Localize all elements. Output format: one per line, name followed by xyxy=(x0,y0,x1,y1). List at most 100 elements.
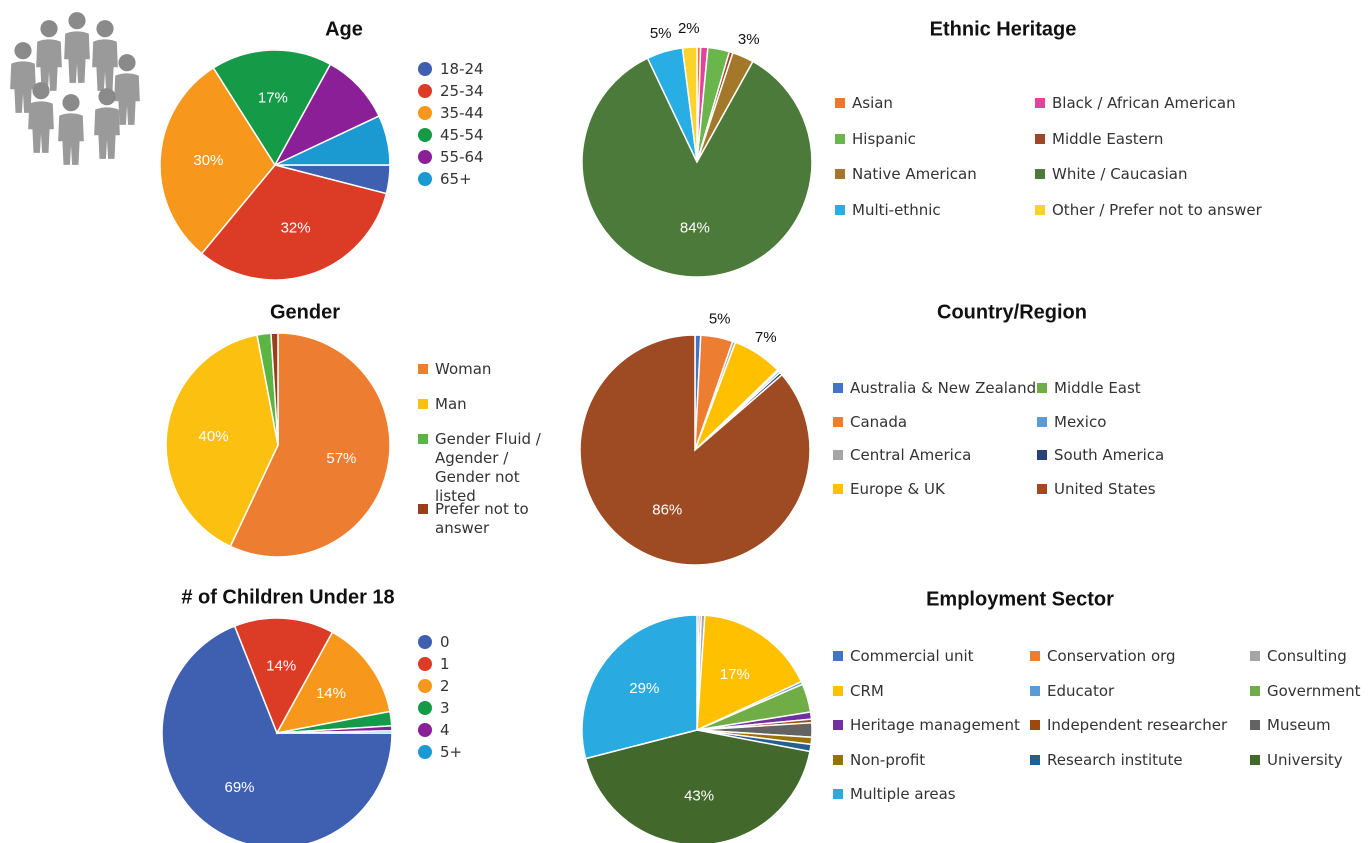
legend-label: Central America xyxy=(850,446,972,464)
legend-item: South America xyxy=(1037,446,1164,465)
legend-swatch xyxy=(418,657,432,671)
legend-label: Research institute xyxy=(1047,750,1183,769)
legend-item: Prefer not to answer xyxy=(418,500,563,538)
legend-item: 5+ xyxy=(418,743,462,762)
legend-item: CRM xyxy=(833,682,884,701)
legend-item: Multiple areas xyxy=(833,785,956,804)
legend-swatch xyxy=(833,450,843,460)
legend-swatch xyxy=(418,364,428,374)
legend-label: Educator xyxy=(1047,681,1115,700)
legend-label: 3 xyxy=(440,699,450,717)
legend-swatch xyxy=(833,720,843,730)
chart-title: Country/Region xyxy=(937,301,1087,323)
legend-item: 2 xyxy=(418,677,450,696)
legend-swatch xyxy=(835,98,845,108)
legend-item: Middle East xyxy=(1037,379,1141,398)
legend-label: Multiple areas xyxy=(850,785,956,803)
legend-label: 1 xyxy=(440,655,450,673)
data-label: 32% xyxy=(281,219,311,236)
legend-label: University xyxy=(1267,750,1343,769)
legend-label: 5+ xyxy=(440,743,463,761)
legend-item: Educator xyxy=(1030,682,1114,701)
legend-label: Middle Eastern xyxy=(1052,129,1164,148)
pie xyxy=(581,46,813,278)
chart-title: # of Children Under 18 xyxy=(181,586,394,608)
legend-item: Mexico xyxy=(1037,413,1106,432)
legend-swatch xyxy=(835,133,845,144)
legend-label: Australia & New Zealand xyxy=(850,379,1037,397)
legend-item: 35-44 xyxy=(418,104,484,123)
legend-item: Gender Fluid / Agender / Gender not list… xyxy=(418,430,563,506)
pie-slice xyxy=(273,63,381,167)
data-label: 7% xyxy=(755,329,777,346)
legend-item: Commercial unit xyxy=(833,647,974,666)
legend-swatch xyxy=(1250,685,1260,696)
legend-label: Middle East xyxy=(1054,379,1141,397)
pie-slice xyxy=(165,334,279,548)
legend-item: Man xyxy=(418,395,467,414)
data-label: 3% xyxy=(738,31,760,48)
legend-item: Government xyxy=(1250,682,1361,701)
legend-item: Museum xyxy=(1250,716,1331,735)
legend-item: Europe & UK xyxy=(833,480,945,499)
legend-label: White / Caucasian xyxy=(1052,165,1188,183)
legend-swatch xyxy=(418,62,432,76)
legend-label: Mexico xyxy=(1054,412,1107,431)
legend-item: 65+ xyxy=(418,170,472,189)
legend-swatch xyxy=(1035,98,1045,108)
legend-swatch xyxy=(1035,133,1045,144)
legend-item: 0 xyxy=(418,633,450,652)
legend-item: Black / African American xyxy=(1035,94,1236,113)
data-label: 17% xyxy=(258,89,288,106)
legend-item: 55-64 xyxy=(418,148,484,167)
legend-item: University xyxy=(1250,751,1343,770)
data-label: 57% xyxy=(326,450,356,467)
legend-swatch xyxy=(833,685,843,696)
legend-label: Multi-ethnic xyxy=(852,200,941,219)
legend-swatch xyxy=(1035,204,1045,215)
legend-label: Canada xyxy=(850,412,908,431)
legend-swatch xyxy=(418,84,432,98)
data-label: 30% xyxy=(193,152,223,169)
legend-label: Black / African American xyxy=(1052,94,1236,112)
people-icon xyxy=(10,12,140,165)
legend-item: Non-profit xyxy=(833,751,925,770)
pie-slice xyxy=(233,617,334,735)
legend-label: Conservation org xyxy=(1047,647,1176,665)
legend-item: White / Caucasian xyxy=(1035,165,1188,184)
chart-title: Gender xyxy=(270,301,340,323)
legend-item: Independent researcher xyxy=(1030,716,1227,735)
legend-item: 4 xyxy=(418,721,450,740)
legend-item: Research institute xyxy=(1030,751,1183,770)
data-label: 40% xyxy=(199,428,229,445)
legend-swatch xyxy=(1030,685,1040,696)
legend-swatch xyxy=(1035,169,1045,179)
data-label: 2% xyxy=(678,20,700,37)
pie-slice xyxy=(229,332,391,558)
legend-label: Prefer not to answer xyxy=(435,500,529,537)
legend-swatch xyxy=(1037,383,1047,393)
legend-item: 3 xyxy=(418,699,450,718)
legend-item: Canada xyxy=(833,413,907,432)
legend-label: Independent researcher xyxy=(1047,716,1228,734)
legend-swatch xyxy=(418,128,432,142)
legend-label: 55-64 xyxy=(440,148,484,166)
legend-swatch xyxy=(833,383,843,393)
legend-swatch xyxy=(418,150,432,164)
data-label: 84% xyxy=(680,220,710,237)
legend-label: Non-profit xyxy=(850,750,926,769)
legend-swatch xyxy=(833,416,843,427)
legend-swatch xyxy=(835,204,845,215)
chart-title: Ethnic Heritage xyxy=(930,18,1077,40)
legend-item: Hispanic xyxy=(835,130,916,149)
legend-swatch xyxy=(833,754,843,765)
legend-item: United States xyxy=(1037,480,1156,499)
pie-slice xyxy=(581,614,698,760)
legend-swatch xyxy=(833,789,843,799)
legend-item: 45-54 xyxy=(418,126,484,145)
pie-slice xyxy=(696,614,803,732)
legend-label: Heritage management xyxy=(850,716,1020,734)
legend-swatch xyxy=(1037,450,1047,460)
legend-label: 65+ xyxy=(440,170,472,188)
